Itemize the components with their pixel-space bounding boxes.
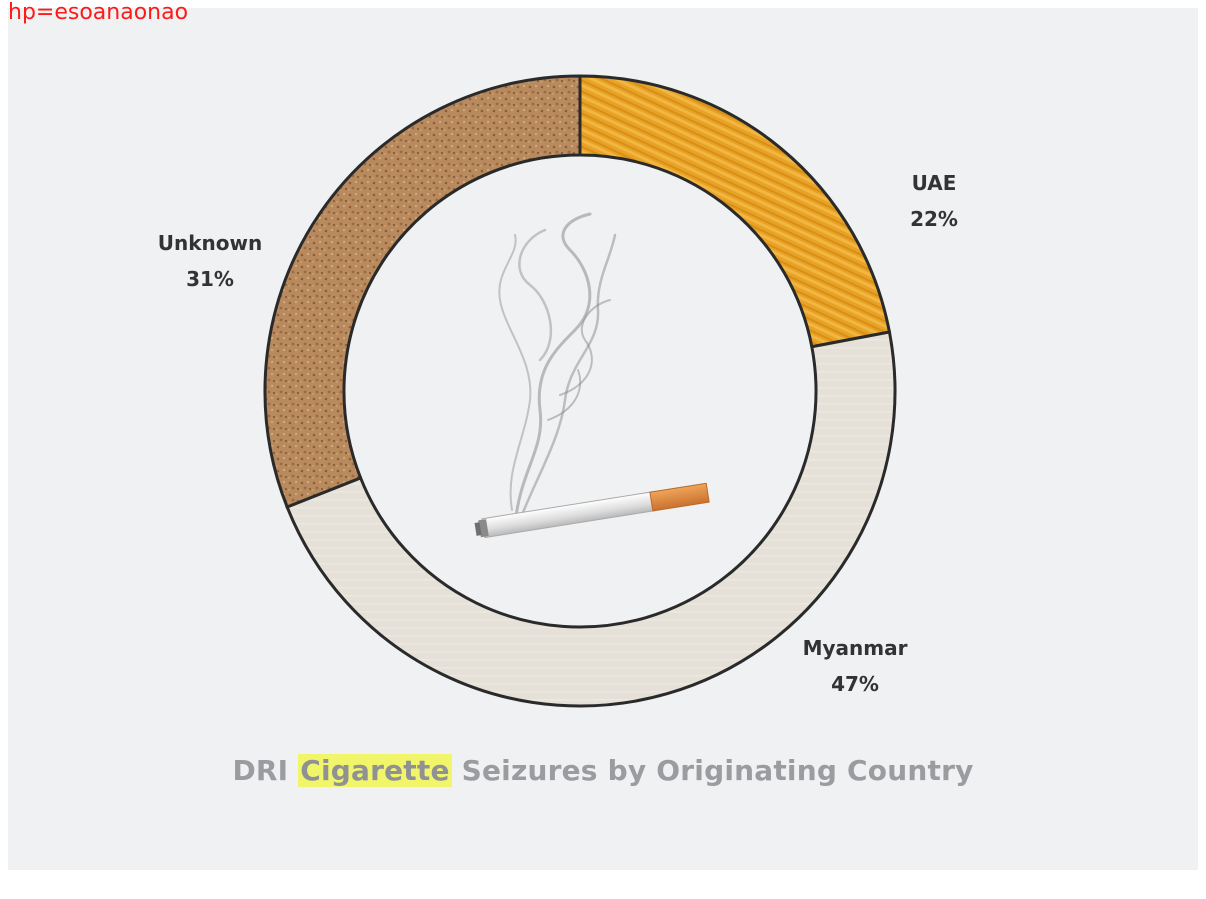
donut-slice-myanmar <box>285 330 897 708</box>
chart-title: DRI Cigarette Seizures by Originating Co… <box>0 754 1206 787</box>
slice-label-uae: UAE <box>912 171 957 195</box>
slice-value-uae: 22% <box>910 207 958 231</box>
slice-label-myanmar: Myanmar <box>803 636 908 660</box>
top-caption: hp=esoanaonao <box>8 0 189 25</box>
chart-title-part-1: DRI <box>232 754 289 787</box>
chart-title-part-3: Seizures by Originating Country <box>461 754 974 787</box>
slice-labels: UAE 22% Myanmar 47% Unknown 31% <box>158 171 958 696</box>
donut-slices <box>263 74 897 708</box>
slice-label-unknown: Unknown <box>158 231 262 255</box>
donut-slice-uae <box>578 74 892 349</box>
slice-value-myanmar: 47% <box>831 672 879 696</box>
chart-title-highlighted-word: Cigarette <box>298 754 452 787</box>
slice-value-unknown: 31% <box>186 267 234 291</box>
smoking-cigarette-icon <box>474 212 710 539</box>
donut-slice-unknown <box>263 74 582 509</box>
